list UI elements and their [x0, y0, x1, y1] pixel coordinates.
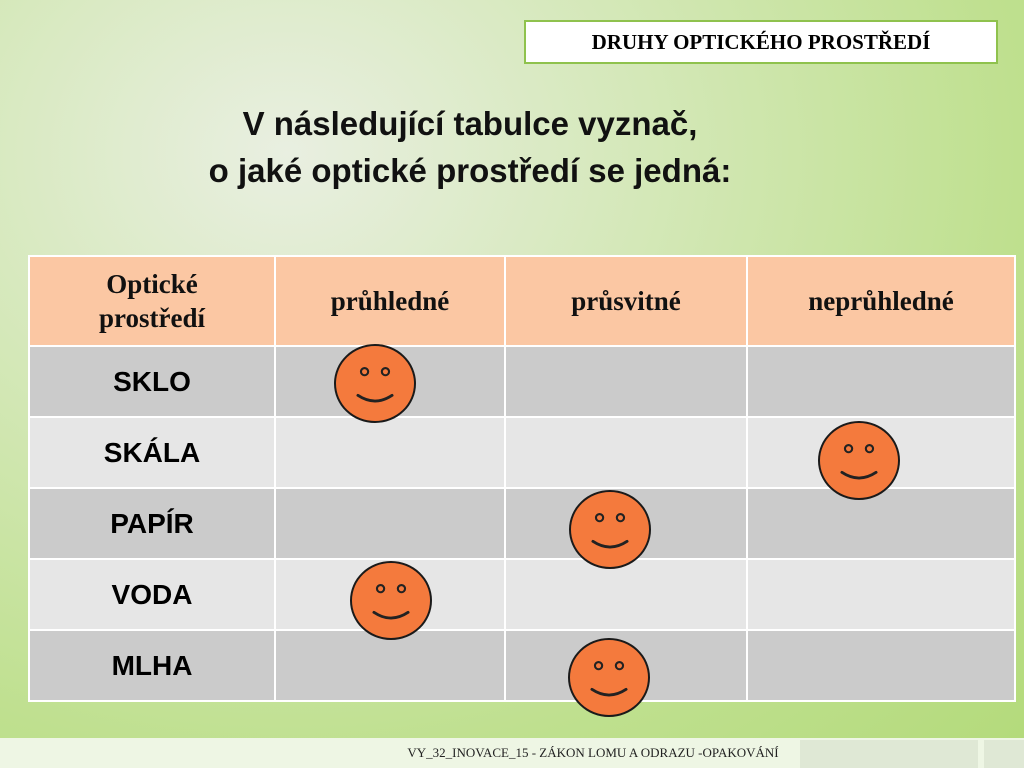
cell-transparent: [274, 416, 506, 489]
row-label: SKLO: [28, 345, 276, 418]
cell-translucent: [504, 345, 748, 418]
row-label: VODA: [28, 558, 276, 631]
smiley-face-icon: [818, 421, 900, 500]
cell-opaque: [746, 487, 1016, 560]
row-label: PAPÍR: [28, 487, 276, 560]
table-header-row: Optické prostředí průhledné průsvitné ne…: [28, 255, 1016, 347]
header-optical-medium: Optické prostředí: [28, 255, 276, 347]
header-translucent: průsvitné: [504, 255, 748, 347]
cell-transparent: [274, 487, 506, 560]
smiley-face-icon: [568, 638, 650, 717]
slide-title: DRUHY OPTICKÉHO PROSTŘEDÍ: [524, 20, 998, 64]
footer-block: [800, 740, 978, 768]
instruction-heading: V následující tabulce vyznač, o jaké opt…: [90, 100, 850, 194]
cell-translucent: [504, 558, 748, 631]
smiley-face-icon: [350, 561, 432, 640]
heading-line-1: V následující tabulce vyznač,: [242, 105, 698, 142]
header-opaque: neprůhledné: [746, 255, 1016, 347]
footer-caption: VY_32_INOVACE_15 - ZÁKON LOMU A ODRAZU -…: [407, 745, 779, 760]
heading-line-2: o jaké optické prostředí se jedná:: [208, 152, 732, 189]
table-row: VODA: [28, 558, 1016, 631]
row-label: MLHA: [28, 629, 276, 702]
cell-translucent: [504, 416, 748, 489]
cell-opaque: [746, 629, 1016, 702]
table-row: SKLO: [28, 345, 1016, 418]
cell-opaque: [746, 345, 1016, 418]
cell-transparent: [274, 629, 506, 702]
row-label: SKÁLA: [28, 416, 276, 489]
footer-block: [984, 740, 1024, 768]
table-row: MLHA: [28, 629, 1016, 702]
smiley-face-icon: [334, 344, 416, 423]
header-label: Optické prostředí: [99, 269, 205, 333]
header-transparent: průhledné: [274, 255, 506, 347]
cell-opaque: [746, 558, 1016, 631]
smiley-face-icon: [569, 490, 651, 569]
